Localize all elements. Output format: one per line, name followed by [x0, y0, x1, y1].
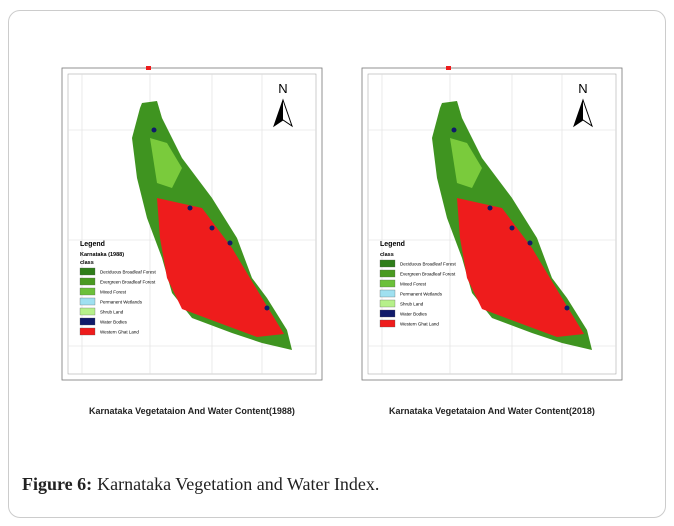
figure-maps: N Legend Karnataka (1988) class Deciduous Br…	[0, 0, 674, 470]
legend-swatch	[380, 300, 395, 307]
legend-swatch	[380, 280, 395, 287]
legend-label: Deciduous Broadleaf Forest	[400, 262, 457, 267]
legend-label: Water Bodies	[400, 312, 428, 317]
legend-swatch	[80, 288, 95, 295]
legend-label: Deciduous Broadleaf Forest	[100, 270, 157, 275]
legend-subtitle: Karnataka (1988)	[80, 252, 124, 258]
north-label: N	[578, 81, 587, 96]
legend-class: class	[80, 260, 94, 266]
legend-label: Shrub Land	[400, 302, 424, 307]
caption-label: Figure 6:	[22, 474, 92, 494]
legend-label: Water Bodies	[100, 320, 128, 325]
map-marker	[146, 66, 151, 70]
water-body	[152, 128, 157, 133]
legend-swatch	[380, 260, 395, 267]
legend-swatch	[80, 328, 95, 335]
legend-title: Legend	[380, 241, 405, 248]
legend-label: Western Ghat Land	[400, 322, 439, 327]
water-body	[565, 306, 570, 311]
legend-label: Shrub Land	[100, 310, 124, 315]
legend-swatch	[80, 298, 95, 305]
water-body	[528, 241, 533, 246]
legend-swatch	[80, 268, 95, 275]
legend-label: Western Ghat Land	[100, 330, 139, 335]
water-body	[510, 226, 515, 231]
legend-swatch	[380, 290, 395, 297]
map-title: Karnataka Vegetataion And Water Content(…	[89, 406, 295, 416]
legend-label: Evergreen Broadleaf Forest	[400, 272, 456, 277]
north-label: N	[278, 81, 287, 96]
map-title: Karnataka Vegetataion And Water Content(…	[389, 406, 595, 416]
water-body	[228, 241, 233, 246]
legend-label: Permanent Wetlands	[100, 300, 143, 305]
caption: Figure 6:Karnataka Vegetation and Water …	[22, 474, 379, 495]
map-panel: N Legend Karnataka (1988) class Deciduous Br…	[62, 66, 322, 380]
water-body	[488, 206, 493, 211]
legend-class: class	[380, 252, 394, 258]
caption-text: Karnataka Vegetation and Water Index.	[97, 474, 379, 494]
legend-label: Evergreen Broadleaf Forest	[100, 280, 156, 285]
water-body	[188, 206, 193, 211]
water-body	[452, 128, 457, 133]
legend-swatch	[380, 270, 395, 277]
page: N Legend Karnataka (1988) class Deciduous Br…	[0, 0, 674, 526]
legend-label: Permanent Wetlands	[400, 292, 443, 297]
legend-swatch	[380, 320, 395, 327]
legend-label: Mixed Forest	[100, 290, 127, 295]
legend-title: Legend	[80, 241, 105, 248]
map-marker	[446, 66, 451, 70]
legend-swatch	[80, 318, 95, 325]
legend-swatch	[80, 278, 95, 285]
water-body	[210, 226, 215, 231]
legend-swatch	[80, 308, 95, 315]
legend-swatch	[380, 310, 395, 317]
water-body	[265, 306, 270, 311]
map-panel: N Legend class Deciduous Broadleaf Forest Ev…	[362, 66, 622, 380]
legend-label: Mixed Forest	[400, 282, 427, 287]
